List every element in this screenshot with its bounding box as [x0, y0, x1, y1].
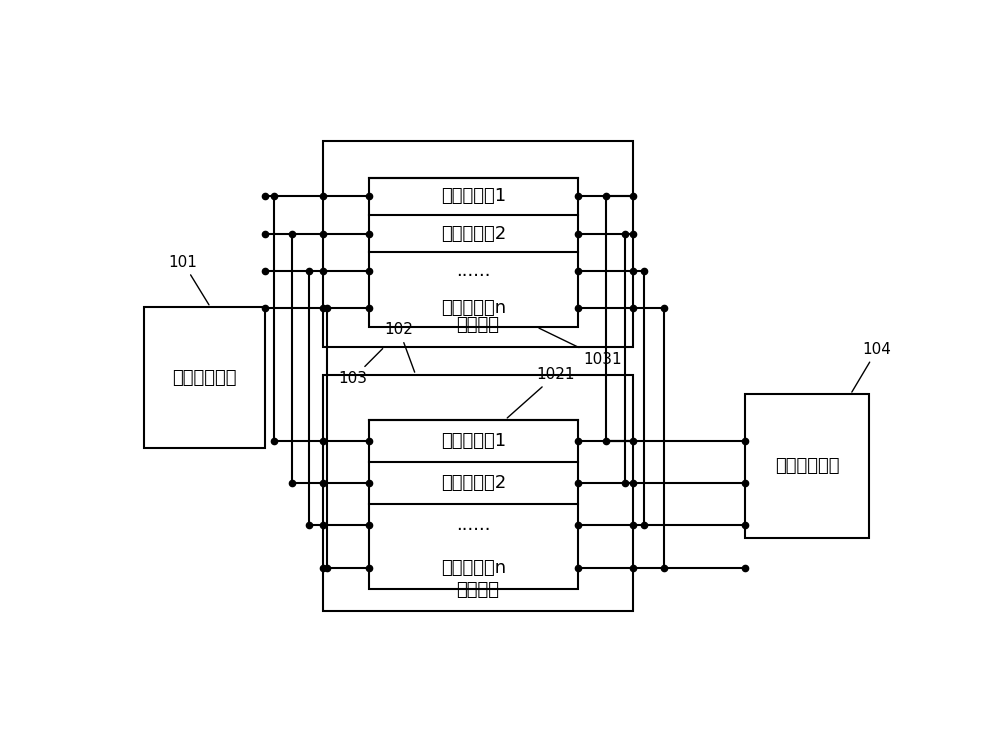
Bar	[369, 178, 578, 327]
Text: 1031: 1031	[539, 328, 622, 366]
Bar	[323, 141, 633, 346]
Bar	[745, 395, 869, 538]
Text: 合成子模块n: 合成子模块n	[441, 299, 506, 317]
Bar	[144, 307, 264, 448]
Text: 104: 104	[852, 342, 892, 392]
Text: 合成子模块1: 合成子模块1	[441, 187, 506, 205]
Text: 存储子模块n: 存储子模块n	[441, 558, 506, 577]
Bar	[323, 375, 633, 611]
Text: 存储模块: 存储模块	[456, 581, 499, 599]
Bar	[369, 420, 578, 588]
Text: 数据分发模块: 数据分发模块	[172, 368, 237, 387]
Text: 数据整合模块: 数据整合模块	[775, 458, 839, 475]
Text: 合成模块: 合成模块	[456, 317, 499, 334]
Text: ......: ......	[456, 262, 491, 280]
Text: 102: 102	[385, 322, 415, 372]
Text: 103: 103	[338, 349, 383, 386]
Text: 合成子模块2: 合成子模块2	[441, 224, 506, 243]
Text: 存储子模块1: 存储子模块1	[441, 432, 506, 450]
Text: 存储子模块2: 存储子模块2	[441, 474, 506, 492]
Text: 1021: 1021	[507, 367, 575, 418]
Text: 101: 101	[168, 254, 209, 305]
Text: ......: ......	[456, 516, 491, 534]
